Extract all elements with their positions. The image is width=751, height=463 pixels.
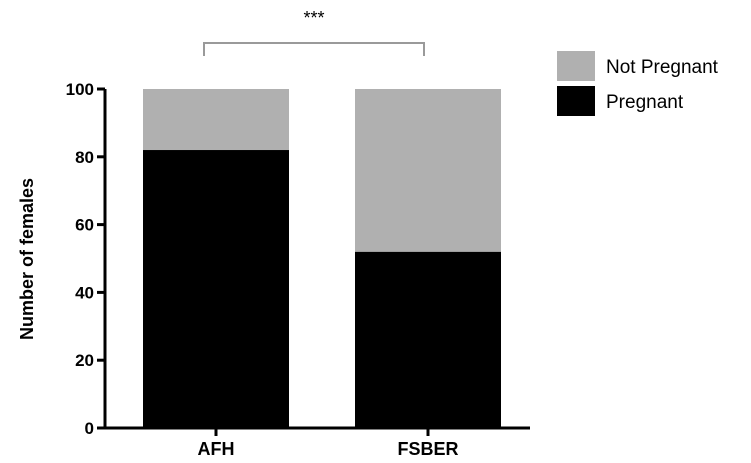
y-tick-label: 80 xyxy=(75,148,94,167)
bar-fsber-not-pregnant xyxy=(355,89,501,252)
legend-swatch-pregnant xyxy=(557,86,595,116)
bars-group xyxy=(143,89,501,428)
y-tick-label: 100 xyxy=(66,80,94,99)
legend-swatch-not-pregnant xyxy=(557,51,595,81)
legend: Not Pregnant Pregnant xyxy=(557,51,719,116)
significance-label: *** xyxy=(303,8,324,28)
y-tick-label: 0 xyxy=(85,419,94,438)
x-tick-label-fsber: FSBER xyxy=(397,439,458,459)
y-axis: 0 20 40 60 80 100 xyxy=(66,80,107,438)
bar-afh-pregnant xyxy=(143,150,289,428)
bar-fsber-pregnant xyxy=(355,251,501,428)
x-axis: AFH FSBER xyxy=(105,426,530,459)
significance-bracket-line xyxy=(203,42,425,56)
y-tick-label: 40 xyxy=(75,283,94,302)
bar-afh-not-pregnant xyxy=(143,89,289,151)
significance-bracket: *** xyxy=(203,8,425,56)
legend-label-pregnant: Pregnant xyxy=(606,92,684,113)
x-tick-label-afh: AFH xyxy=(198,439,235,459)
legend-label-not-pregnant: Not Pregnant xyxy=(606,57,719,78)
y-axis-label: Number of females xyxy=(17,178,37,340)
y-tick-label: 20 xyxy=(75,351,94,370)
y-tick-label: 60 xyxy=(75,216,94,235)
